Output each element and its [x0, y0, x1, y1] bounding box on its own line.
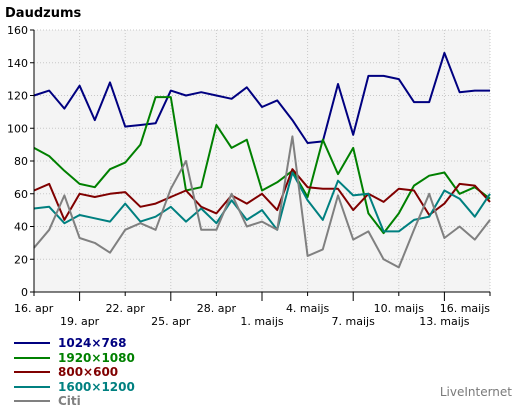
legend-label: 1920×1080: [58, 350, 135, 365]
series-line-1: [33, 96, 491, 235]
x-tick-label: 25. apr: [151, 315, 191, 328]
legend-label: Citi: [58, 394, 81, 408]
legend-label: 1024×768: [58, 336, 127, 350]
y-tick-label: 160: [7, 24, 28, 37]
x-tick-label: 28. apr: [197, 302, 237, 315]
y-tick-label: 0: [21, 286, 28, 299]
series-line-0: [33, 51, 490, 144]
legend-label: 1600×1200: [58, 379, 135, 394]
axes: 0 20 40 60 80 100 120 140 160 16. apr 19. apr 22. a…: [7, 24, 491, 328]
legend-item: Citi: [14, 394, 81, 408]
x-tick-label: 19. apr: [60, 315, 100, 328]
legend-item: 1920×1080: [14, 351, 135, 365]
series-line-2: [33, 168, 491, 221]
x-tick-label: 4. maijs: [286, 302, 330, 315]
x-tick-label: 10. maijs: [374, 302, 425, 315]
legend-item: 1600×1200: [14, 380, 135, 394]
y-tick-label: 120: [7, 90, 28, 103]
legend-swatch: [14, 400, 50, 402]
legend-swatch: [14, 342, 50, 344]
y-tick-label: 20: [14, 253, 28, 266]
x-tick-label: 22. apr: [106, 302, 146, 315]
y-axis-title: Daudzums: [5, 6, 81, 21]
y-tick-label: 40: [14, 221, 28, 234]
legend-swatch: [14, 385, 50, 388]
x-tick-label: 13. maijs: [419, 315, 470, 328]
series-line-4: [33, 135, 491, 269]
legend-swatch: [14, 371, 50, 373]
legend-swatch: [14, 356, 50, 359]
x-tick-label: 16. apr: [14, 302, 54, 315]
series-lines: [33, 51, 491, 269]
y-tick-label: 140: [7, 57, 28, 70]
credit-text: LiveInternet: [439, 385, 512, 399]
y-tick-label: 80: [14, 155, 28, 168]
legend-item: 800×600: [14, 365, 118, 379]
x-tick-label: 1. maijs: [240, 315, 284, 328]
series-line-3: [33, 171, 491, 233]
legend-label: 800×600: [58, 365, 119, 379]
y-tick-label: 100: [7, 122, 28, 135]
x-tick-label: 7. maijs: [332, 315, 376, 328]
x-tick-label: 16. maijs: [440, 302, 491, 315]
legend-item: 1024×768: [14, 336, 127, 350]
y-tick-label: 60: [14, 188, 28, 201]
